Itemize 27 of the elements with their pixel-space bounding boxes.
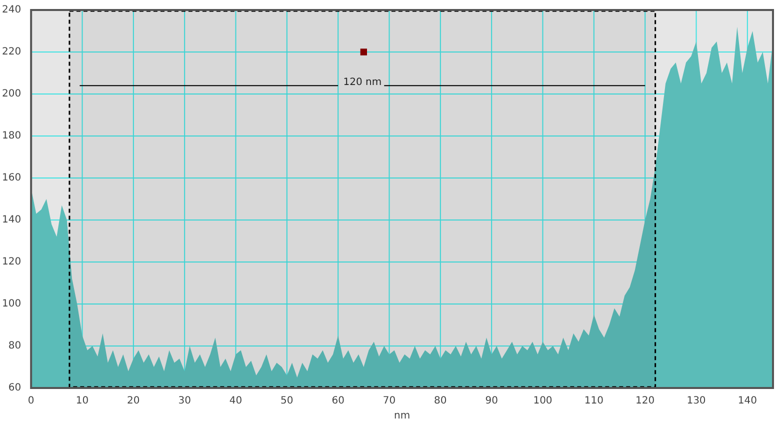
x-tick-label: 40: [229, 396, 242, 407]
y-tick-label: 60: [8, 382, 22, 394]
x-axis-title: nm: [394, 410, 410, 422]
x-tick-label: 100: [533, 396, 552, 407]
x-tick-label: 110: [584, 396, 604, 407]
x-tick-label: 140: [738, 396, 757, 407]
y-tick-label: 220: [2, 46, 22, 58]
x-tick-label: 20: [127, 396, 140, 407]
x-tick-label: 120: [636, 396, 655, 407]
x-tick-label: 80: [434, 396, 447, 407]
x-tick-label: 90: [485, 396, 498, 407]
x-tick-label: 50: [280, 396, 294, 407]
x-tick-label: 10: [76, 396, 89, 407]
y-tick-label: 180: [2, 130, 22, 142]
y-tick-label: 240: [2, 4, 22, 16]
y-tick-label: 100: [2, 298, 22, 310]
x-tick-label: 0: [28, 396, 34, 407]
y-tick-label: 200: [2, 88, 22, 100]
annotation: 120 nm: [343, 77, 382, 88]
y-tick-label: 160: [2, 172, 22, 184]
y-tick-label: 120: [2, 256, 22, 268]
y-tick-label: 140: [2, 214, 22, 226]
x-tick-label: 130: [686, 396, 706, 407]
y-tick-label: 80: [8, 340, 22, 352]
x-tick-label: 30: [178, 396, 191, 407]
x-tick-label: 70: [382, 396, 396, 407]
x-tick-label: 60: [332, 396, 344, 407]
